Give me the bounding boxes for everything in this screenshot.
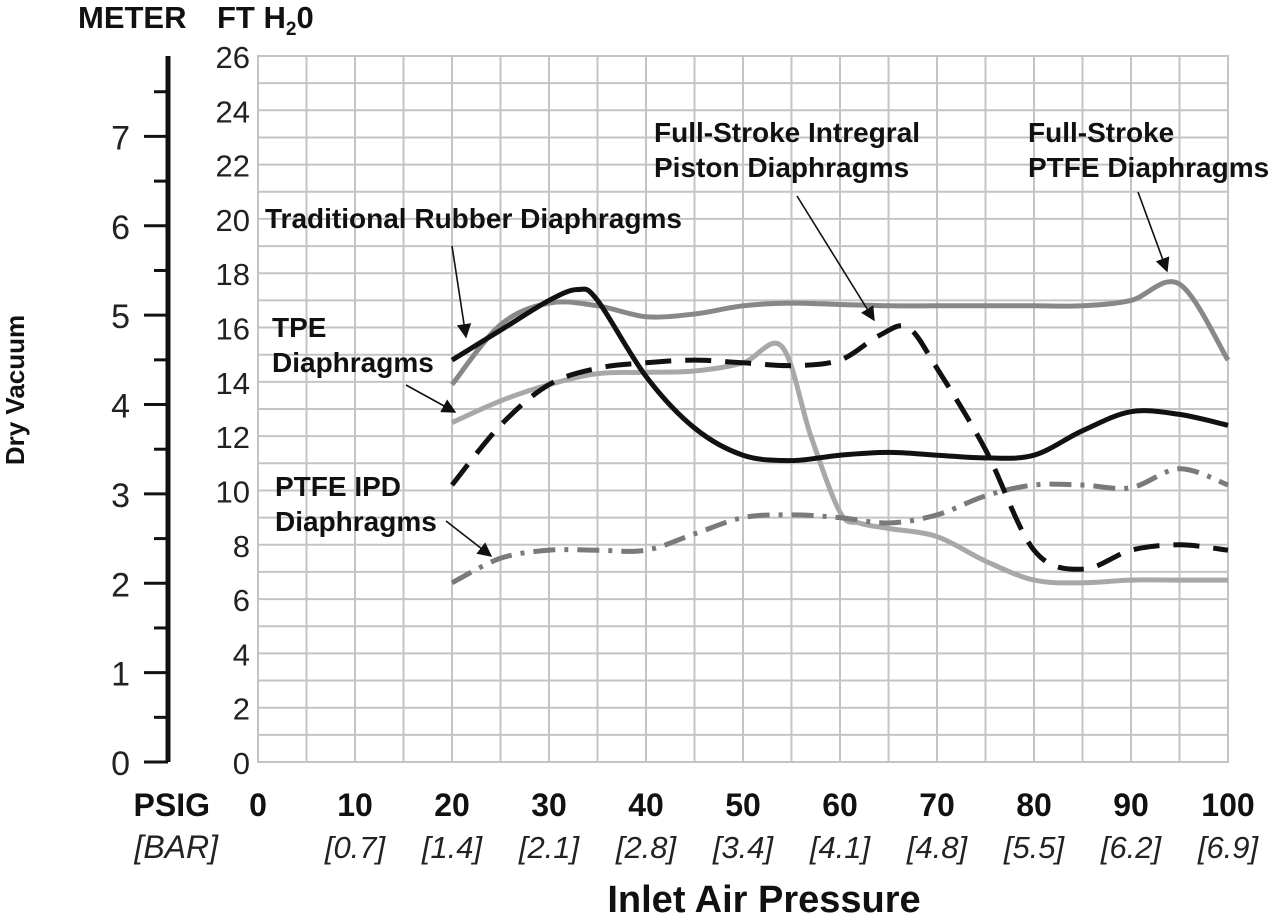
annotation-ptfeipd: PTFE IPD Diaphragms (275, 471, 437, 537)
annotation-fsptfe: Full-Stroke PTFE Diaphragms (1028, 117, 1269, 183)
meter-tick-label: 6 (111, 209, 130, 247)
ft-tick-label: 10 (216, 474, 250, 509)
annotation-line: Full-Stroke (1028, 117, 1174, 148)
x-tick-label: 40 (628, 787, 664, 823)
annotation-line: Piston Diaphragms (654, 152, 909, 183)
annotation-line: Diaphragms (272, 347, 434, 378)
grid (257, 55, 1229, 763)
x-axis-label: Inlet Air Pressure (607, 879, 920, 918)
meter-axis-title: METER (78, 0, 187, 35)
x-bar-label: [3.4] (712, 830, 775, 865)
bar-row-label: [BAR] (133, 829, 219, 865)
annotation-rubber: Traditional Rubber Diaphragms (265, 203, 682, 234)
x-tick-label: 80 (1016, 787, 1052, 823)
x-tick-label: 100 (1201, 787, 1254, 823)
annotation-arrow-rubber (451, 245, 472, 339)
y-axis-label: Dry Vacuum (0, 315, 30, 465)
ft-tick-label: 26 (216, 40, 250, 75)
x-bar-label: [4.8] (906, 830, 969, 865)
x-tick-label: 0 (249, 787, 267, 823)
x-bar-label: [4.1] (809, 830, 872, 865)
x-tick-label: 20 (434, 787, 470, 823)
series-lines (450, 279, 1231, 586)
ft-tick-label: 12 (216, 420, 250, 455)
annotation-line: PTFE IPD (275, 471, 401, 502)
annotation-arrow-fsptfe (1137, 191, 1170, 273)
x-tick-label: 10 (337, 787, 373, 823)
ft-tick-label: 8 (233, 529, 250, 564)
ft-tick-label: 14 (216, 366, 250, 401)
ft-axis-title-suffix: 0 (296, 0, 313, 35)
meter-axis: 0 1 2 3 4 5 6 7 (111, 56, 171, 783)
ft-tick-label: 0 (233, 746, 250, 781)
series-line-traditional-rubber-diaphragms (450, 286, 1229, 464)
x-bar-label: [6.9] (1197, 830, 1260, 865)
series-line-ptfe-ipd-diaphragms (450, 466, 1229, 586)
psig-row-label: PSIG (134, 787, 210, 823)
x-bar-label: [2.8] (615, 830, 678, 865)
x-bar-label: [6.2] (1100, 830, 1163, 865)
meter-tick-label: 5 (111, 298, 130, 336)
x-tick-label: 50 (725, 787, 761, 823)
ft-tick-label: 24 (216, 94, 250, 129)
x-bar-label: [1.4] (421, 830, 484, 865)
annotation-line: PTFE Diaphragms (1028, 152, 1269, 183)
annotation-arrow-fsipd (796, 195, 875, 322)
series-line-tpe-diaphragms (450, 340, 1228, 586)
meter-tick-label: 2 (111, 566, 130, 604)
meter-tick-label: 0 (111, 745, 130, 783)
x-bar-label: [0.7] (324, 830, 387, 865)
x-tick-label: 30 (531, 787, 567, 823)
annotation-line: Traditional Rubber Diaphragms (265, 203, 682, 234)
x-axis-ticks: 0 10 [0.7] 20 [1.4] 30 [2.1] 40 [2.8] 50 [3.4] 60 [4… (249, 787, 1259, 865)
x-bar-label: [2.1] (518, 830, 581, 865)
ft-tick-label: 20 (216, 203, 250, 238)
x-tick-label: 70 (919, 787, 955, 823)
ft-tick-label: 22 (216, 149, 250, 184)
ft-tick-label: 2 (233, 692, 250, 727)
x-bar-label: [5.5] (1003, 830, 1066, 865)
x-tick-label: 60 (822, 787, 858, 823)
annotation-arrow-ptfeipd (445, 520, 493, 557)
annotations: Traditional Rubber Diaphragms TPE Diaphrag… (265, 117, 1269, 557)
ft-tick-label: 18 (216, 257, 250, 292)
ft-tick-label: 6 (233, 583, 250, 618)
annotation-line: Full-Stroke Intregral (654, 117, 920, 148)
annotation-line: TPE (272, 312, 326, 343)
ft-axis-title-sub: 2 (286, 19, 297, 40)
meter-tick-label: 4 (111, 388, 130, 426)
annotation-line: Diaphragms (275, 506, 437, 537)
annotation-tpe: TPE Diaphragms (272, 312, 434, 378)
series-line-full-stroke-intregral-piston-diaphragms (450, 323, 1229, 572)
ft-axis-title-prefix: FT H (217, 0, 286, 35)
ft-tick-label: 4 (233, 637, 250, 672)
meter-tick-label: 3 (111, 477, 130, 515)
ft-tick-label: 16 (216, 312, 250, 347)
meter-tick-label: 1 (111, 656, 130, 694)
meter-tick-label: 7 (111, 119, 130, 157)
ft-axis-title: FT H20 (217, 0, 314, 40)
annotation-arrow-tpe (405, 384, 457, 413)
series-line-full-stroke-ptfe-diaphragms (450, 279, 1231, 387)
annotation-fsipd: Full-Stroke Intregral Piston Diaphragms (654, 117, 920, 183)
x-tick-label: 90 (1113, 787, 1149, 823)
